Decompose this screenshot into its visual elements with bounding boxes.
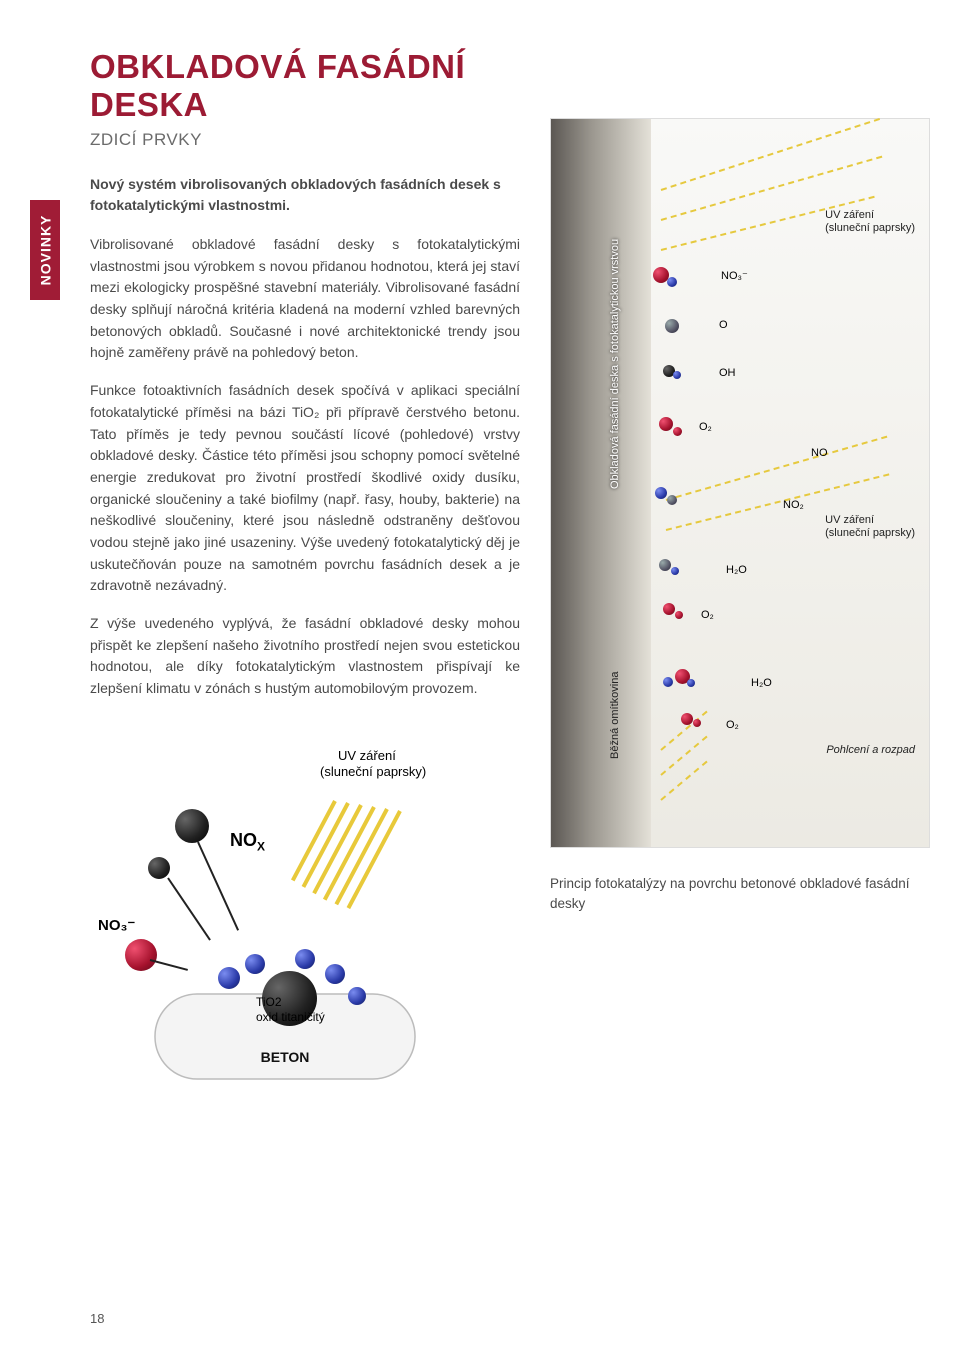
uv-ray	[666, 436, 888, 501]
molecule-label: O₂	[699, 421, 712, 433]
uv-label-top: UV záření(sluneční paprsky)	[825, 209, 915, 235]
molecule-sphere	[693, 719, 701, 727]
diagram-photocatalysis-schematic: BETON UV záření (sluneční paprsky)	[90, 734, 470, 1084]
molecule-sphere	[673, 427, 682, 436]
body-paragraph: Z výše uvedeného vyplývá, že fasádní obk…	[90, 613, 520, 700]
molecule-sphere	[175, 809, 209, 843]
page-title: OBKLADOVÁ FASÁDNÍ DESKA	[90, 48, 520, 124]
body-paragraph: Funkce fotoaktivních fasádních desek spo…	[90, 380, 520, 597]
molecule-sphere	[671, 567, 679, 575]
molecule-sphere	[667, 277, 677, 287]
molecule-sphere	[663, 677, 673, 687]
molecule-sphere	[665, 319, 679, 333]
molecule-sphere	[245, 954, 265, 974]
molecule-sphere	[348, 987, 366, 1005]
molecule-sphere	[687, 679, 695, 687]
diagram2-label: TiO2oxid titaničitý	[256, 995, 325, 1025]
page-number: 18	[90, 1311, 104, 1326]
page-subtitle: ZDICÍ PRVKY	[90, 130, 520, 150]
facade-panel	[551, 119, 651, 847]
diagram-facade-cross-section: Obkladová fasádní deska s fotokatalytick…	[550, 118, 930, 848]
molecule-sphere	[218, 967, 240, 989]
figure-caption: Princip fotokatalýzy na povrchu betonové…	[550, 874, 930, 915]
right-column: Obkladová fasádní deska s fotokatalytick…	[550, 48, 930, 1089]
molecule-sphere	[325, 964, 345, 984]
molecule-label: NO₃⁻	[721, 269, 748, 282]
panel-vlabel-top: Obkladová fasádní deska s fotokatalytick…	[609, 239, 621, 489]
uv-label-mid: UV záření(sluneční paprsky)	[825, 514, 915, 540]
uv-label-line2: (sluneční paprsky)	[320, 764, 426, 779]
molecule-sphere	[148, 857, 170, 879]
panel-vlabel-bottom: Běžná omítkovina	[609, 672, 621, 759]
molecule-sphere	[681, 713, 693, 725]
molecule-sphere	[673, 371, 681, 379]
molecule-label: OH	[719, 367, 736, 379]
absorb-label: Pohlcení a rozpad	[826, 744, 915, 757]
molecule-label: O₂	[701, 609, 714, 621]
molecule-sphere	[667, 495, 677, 505]
page: OBKLADOVÁ FASÁDNÍ DESKA ZDICÍ PRVKY Nový…	[0, 0, 960, 1119]
molecule-sphere	[655, 487, 667, 499]
left-column: OBKLADOVÁ FASÁDNÍ DESKA ZDICÍ PRVKY Nový…	[90, 48, 520, 1089]
molecule-label: O	[719, 319, 728, 331]
molecule-sphere	[663, 603, 675, 615]
diagram2-label: NO₃⁻	[98, 917, 135, 936]
lead-paragraph: Nový systém vibrolisovaných obkladových …	[90, 174, 520, 216]
side-tab-label: NOVINKY	[37, 215, 53, 286]
diagram2-label: NOX	[230, 829, 265, 855]
molecule-sphere	[659, 417, 673, 431]
molecule-sphere	[125, 939, 157, 971]
molecule-label: NO	[811, 447, 828, 459]
molecule-label: H₂O	[751, 677, 772, 689]
molecule-label: H₂O	[726, 564, 747, 576]
molecule-sphere	[675, 611, 683, 619]
side-tab: NOVINKY	[30, 200, 60, 300]
beton-label: BETON	[261, 1049, 310, 1065]
molecule-sphere	[659, 559, 671, 571]
body-paragraph: Vibrolisované obkladové fasádní desky s …	[90, 234, 520, 364]
molecule-label: NO₂	[783, 499, 804, 511]
uv-ray	[661, 118, 880, 191]
molecule-sphere	[295, 949, 315, 969]
molecule-label: O₂	[726, 719, 739, 731]
uv-label-line1: UV záření	[338, 748, 396, 763]
